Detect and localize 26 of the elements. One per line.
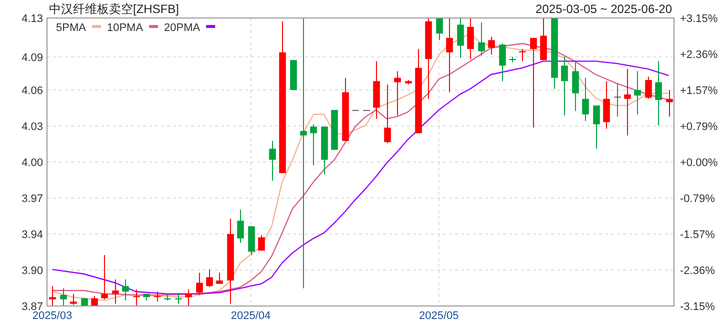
chart-title: 中汉纤维板卖空[ZHSFB] (49, 2, 180, 16)
y-tick-label: 4.00 (22, 157, 43, 169)
x-tick-label: 2025/04 (230, 310, 271, 320)
y2-tick-label: -1.57% (680, 229, 716, 241)
x-tick-label: 2025/05 (418, 310, 459, 320)
y-tick-label: 4.13 (22, 13, 43, 25)
legend-label: 5PMA (56, 22, 87, 34)
y-tick-label: 3.87 (22, 301, 43, 313)
y2-tick-label: -3.15% (680, 301, 716, 313)
y-tick-label: 4.03 (22, 121, 43, 133)
x-tick-label: 2025/03 (32, 310, 72, 320)
y2-tick-label: +2.36% (680, 49, 718, 61)
y-tick-label: 3.90 (22, 265, 43, 277)
y2-tick-label: -0.79% (680, 193, 716, 205)
y2-tick-label: +3.15% (680, 13, 718, 25)
y2-tick-label: +0.79% (680, 121, 718, 133)
chart-subtitle: 2025-03-05 ~ 2025-06-20 (536, 2, 672, 16)
y2-tick-label: +0.00% (680, 157, 718, 169)
y2-tick-label: -2.36% (680, 265, 716, 277)
legend-label: 10PMA (106, 22, 144, 34)
y-tick-label: 4.06 (22, 85, 43, 97)
y2-tick-label: +1.57% (680, 85, 718, 97)
y-tick-label: 3.94 (22, 229, 43, 241)
y-tick-label: 3.97 (22, 193, 43, 205)
y-tick-label: 4.09 (22, 52, 43, 64)
legend-label: 20PMA (164, 22, 201, 34)
